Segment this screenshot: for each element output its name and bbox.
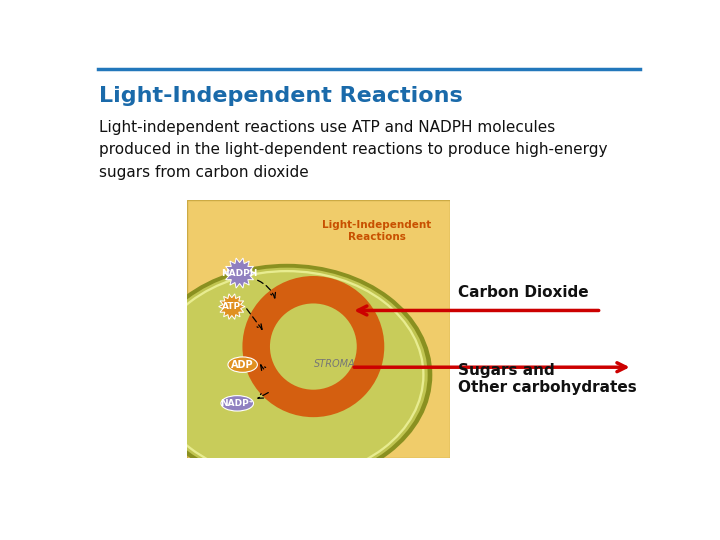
Circle shape bbox=[270, 303, 356, 390]
Text: ATP: ATP bbox=[222, 302, 241, 311]
Text: ADP: ADP bbox=[231, 360, 254, 370]
Text: Light-Independent
Reactions: Light-Independent Reactions bbox=[322, 220, 431, 242]
Text: Sugars and
Other carbohydrates: Sugars and Other carbohydrates bbox=[458, 362, 637, 395]
Ellipse shape bbox=[146, 268, 428, 482]
Polygon shape bbox=[349, 305, 360, 320]
Ellipse shape bbox=[221, 396, 253, 411]
FancyBboxPatch shape bbox=[187, 200, 451, 457]
Text: STROMA: STROMA bbox=[314, 359, 356, 368]
Text: NADPH: NADPH bbox=[221, 268, 258, 278]
Text: Light-independent reactions use ATP and NADPH molecules
produced in the light-de: Light-independent reactions use ATP and … bbox=[99, 120, 608, 180]
Text: NADP⁺: NADP⁺ bbox=[220, 399, 254, 408]
Polygon shape bbox=[271, 300, 287, 311]
Text: Light-Independent Reactions: Light-Independent Reactions bbox=[99, 86, 463, 106]
Ellipse shape bbox=[228, 357, 258, 373]
Polygon shape bbox=[264, 369, 275, 384]
Ellipse shape bbox=[152, 272, 422, 478]
Ellipse shape bbox=[150, 270, 425, 480]
Text: Carbon Dioxide: Carbon Dioxide bbox=[458, 285, 589, 300]
Polygon shape bbox=[348, 375, 362, 388]
Polygon shape bbox=[219, 294, 245, 319]
Polygon shape bbox=[224, 258, 255, 288]
Ellipse shape bbox=[142, 264, 432, 486]
